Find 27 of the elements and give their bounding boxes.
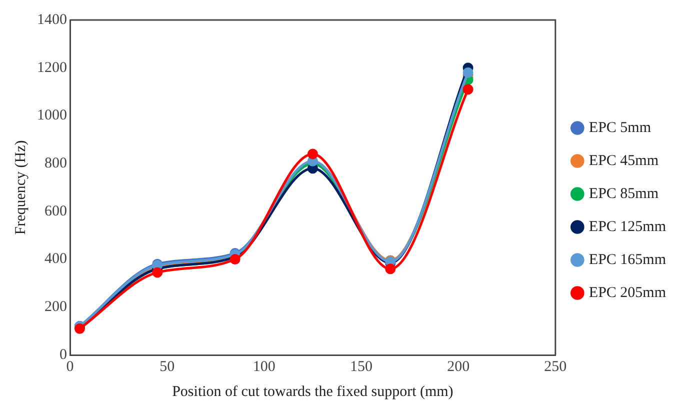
y-axis-title: Frequency (Hz) — [12, 140, 29, 235]
y-tick-label: 0 — [60, 346, 67, 363]
x-tick-label: 150 — [350, 358, 372, 375]
point — [307, 148, 318, 160]
point — [230, 254, 240, 265]
legend-label: EPC 205mm — [588, 284, 666, 301]
point — [462, 84, 474, 95]
point — [462, 67, 474, 78]
legend-label: EPC 5mm — [588, 120, 652, 136]
legend-label: EPC 85mm — [588, 186, 659, 202]
y-tick-label: 200 — [44, 299, 67, 316]
point — [152, 267, 163, 278]
legend-label: EPC 125mm — [588, 218, 666, 235]
x-tick-label: 200 — [447, 358, 470, 375]
x-tick-label: 100 — [252, 358, 276, 375]
y-tick-label: 1200 — [37, 60, 67, 76]
y-tick-label: 1400 — [37, 12, 67, 28]
legend-label: EPC 45mm — [588, 152, 659, 169]
y-tick-label: 800 — [44, 156, 67, 172]
y-tick-label: 600 — [44, 203, 67, 220]
x-tick-label: 250 — [544, 358, 567, 375]
x-tick-label: 50 — [160, 358, 175, 375]
legend-label: EPC 165mm — [588, 252, 666, 268]
point — [385, 264, 396, 274]
y-tick-label: 400 — [44, 251, 67, 268]
y-tick-label: 1000 — [37, 108, 67, 124]
x-axis-title: Position of cut towards the fixed support (mm) — [172, 384, 454, 400]
